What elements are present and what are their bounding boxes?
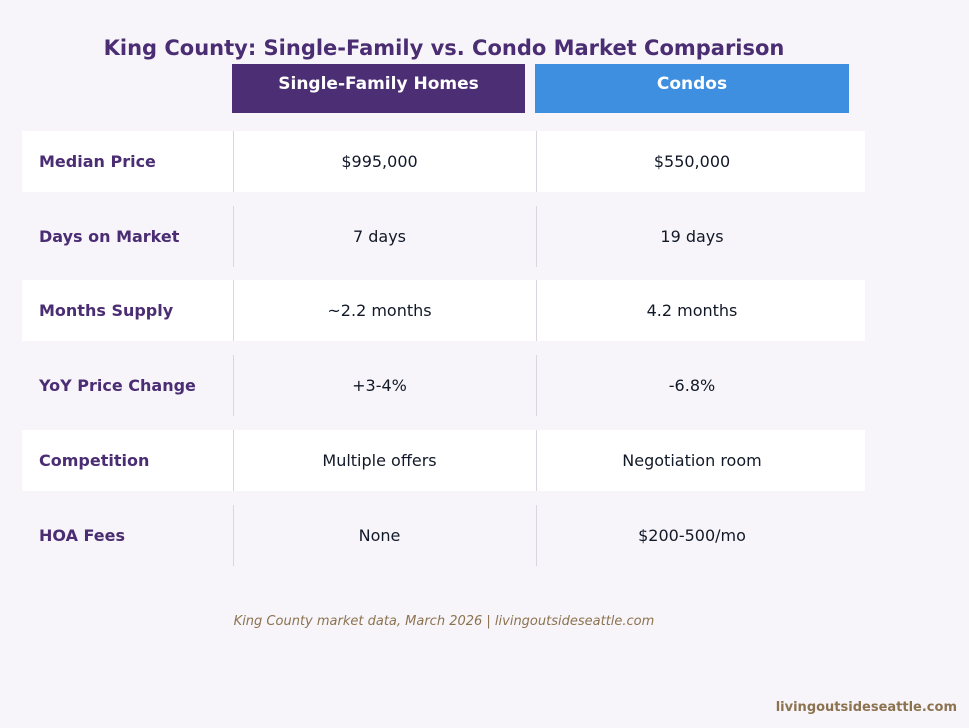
site-watermark: livingoutsideseattle.com xyxy=(775,700,957,715)
column-divider xyxy=(233,430,234,491)
condo-value: $200-500/mo xyxy=(638,526,746,545)
source-note: King County market data, March 2026 | li… xyxy=(233,614,655,629)
column-divider xyxy=(536,355,537,416)
condo-value: 19 days xyxy=(660,227,724,246)
column-divider xyxy=(536,505,537,566)
row-label: HOA Fees xyxy=(39,526,126,545)
condo-value: 4.2 months xyxy=(646,301,738,320)
single-family-value: 7 days xyxy=(352,227,407,246)
row-label: Days on Market xyxy=(39,227,180,246)
single-family-value: $995,000 xyxy=(341,152,418,171)
column-divider xyxy=(233,280,234,341)
column-header-condos: Condos xyxy=(535,64,849,113)
table-row: Months Supply ~2.2 months 4.2 months xyxy=(22,280,865,341)
single-family-value: None xyxy=(358,526,401,545)
single-family-value: Multiple offers xyxy=(322,451,437,470)
chart-title: King County: Single-Family vs. Condo Mar… xyxy=(103,36,785,60)
column-divider xyxy=(233,206,234,267)
condo-value: Negotiation room xyxy=(622,451,762,470)
column-divider xyxy=(233,131,234,192)
table-row: YoY Price Change +3-4% -6.8% xyxy=(22,355,865,416)
column-divider xyxy=(233,355,234,416)
table-row: Days on Market 7 days 19 days xyxy=(22,206,865,267)
row-label: Median Price xyxy=(39,152,156,171)
row-label: Competition xyxy=(39,451,150,470)
table-row: Competition Multiple offers Negotiation … xyxy=(22,430,865,491)
condo-value: -6.8% xyxy=(668,376,716,395)
single-family-value: ~2.2 months xyxy=(327,301,432,320)
column-divider xyxy=(536,206,537,267)
condo-value: $550,000 xyxy=(653,152,731,171)
column-divider xyxy=(536,280,537,341)
table-row: HOA Fees None $200-500/mo xyxy=(22,505,865,566)
column-divider xyxy=(536,131,537,192)
row-label: YoY Price Change xyxy=(39,376,196,395)
column-divider xyxy=(536,430,537,491)
row-label: Months Supply xyxy=(39,301,174,320)
single-family-value: +3-4% xyxy=(352,376,407,395)
column-divider xyxy=(233,505,234,566)
table-row: Median Price $995,000 $550,000 xyxy=(22,131,865,192)
column-header-single-family: Single-Family Homes xyxy=(232,64,525,113)
